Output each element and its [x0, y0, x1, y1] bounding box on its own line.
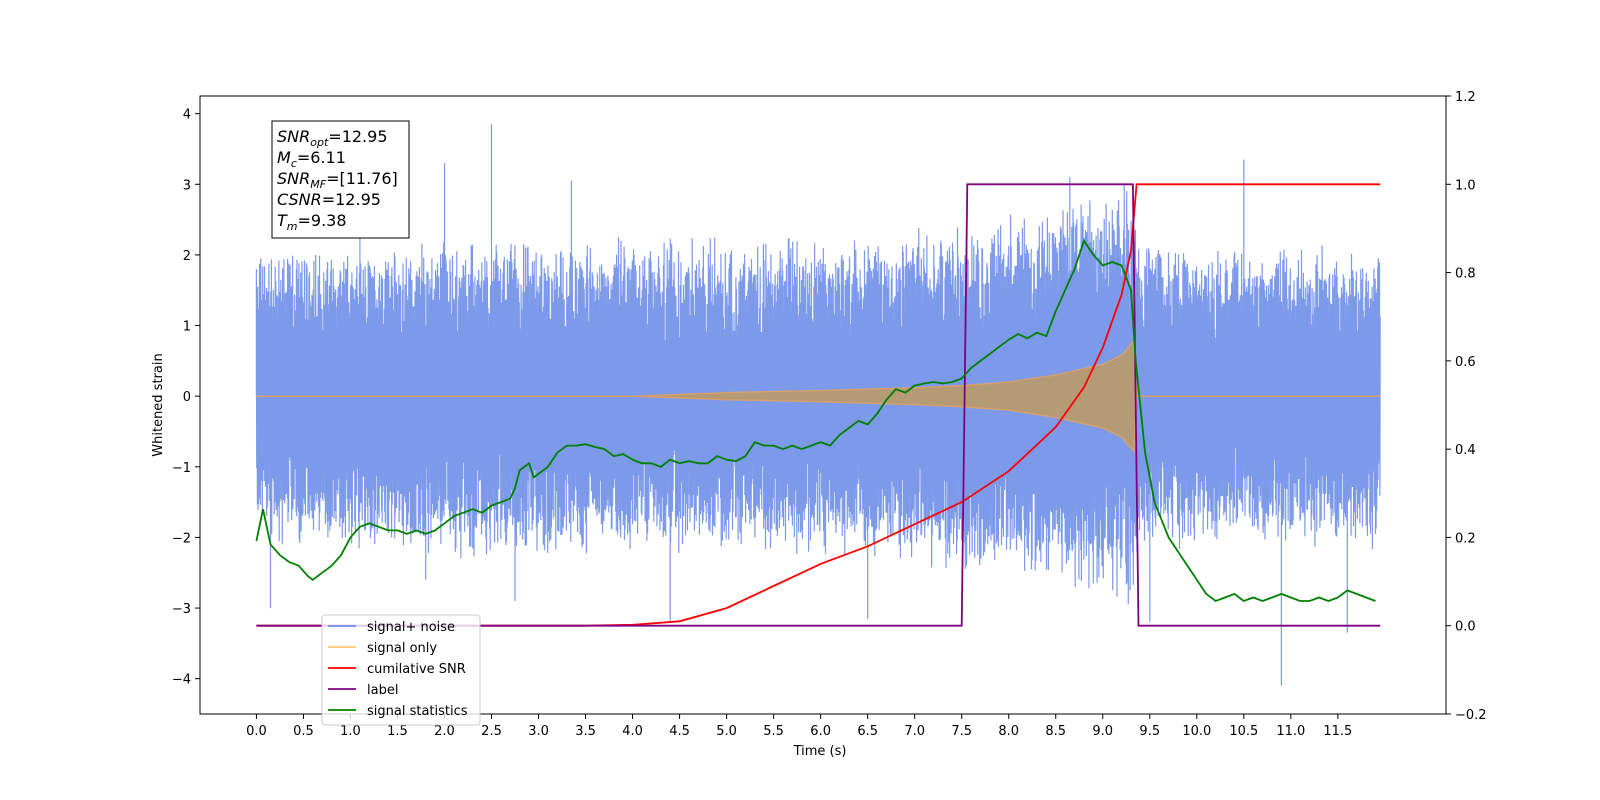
y-axis-left: 4 3 2 1 0 −1 −2 −3 −4 — [172, 108, 200, 688]
x-axis: 0.0 0.5 1.0 1.5 2.0 2.5 3.0 3.5 4.0 4.5 5.0 5.5 6.0 6… — [246, 714, 1352, 739]
series-cumulative-snr — [256, 183, 1381, 627]
x-tick-label: 9.0 — [1092, 724, 1113, 739]
x-tick-label: 10.5 — [1229, 724, 1258, 739]
y-axis-label: Whitened strain — [151, 353, 166, 456]
x-tick-label: 3.5 — [575, 724, 596, 739]
x-tick-label: 4.5 — [669, 724, 690, 739]
y-tick-label: −4 — [172, 673, 191, 688]
y2-tick-label: 0.6 — [1455, 355, 1476, 370]
annotation-frame — [271, 120, 410, 239]
x-tick-label: 5.0 — [716, 724, 737, 739]
annotation-line: Tm=9.38 — [277, 211, 347, 233]
x-tick-label: 9.5 — [1139, 724, 1160, 739]
y-tick-label: −1 — [172, 461, 191, 476]
series-signal-only — [256, 339, 1381, 454]
x-tick-label: 10.0 — [1182, 724, 1211, 739]
x-tick-label: 1.0 — [340, 724, 361, 739]
y2-tick-label: 0.2 — [1455, 531, 1476, 546]
y-tick-label: −3 — [172, 602, 191, 617]
x-tick-label: 7.5 — [951, 724, 972, 739]
series-label — [256, 183, 1381, 627]
y-tick-label: 4 — [183, 108, 191, 123]
x-tick-label: 2.0 — [434, 724, 455, 739]
legend-label: label — [367, 683, 398, 698]
annotation-box: SNRopt=12.95Mc=6.11SNRMF=[11.76]CSNR=12.… — [271, 120, 410, 239]
y-axis-right: 1.2 1.0 0.8 0.6 0.4 0.2 0.0 −0.2 — [1446, 90, 1487, 723]
x-tick-label: 8.0 — [998, 724, 1019, 739]
x-tick-label: 6.5 — [857, 724, 878, 739]
series-signal-statistics — [255, 238, 1376, 603]
y-tick-label: 3 — [183, 178, 191, 193]
y2-tick-label: 0.8 — [1455, 267, 1476, 282]
y-tick-label: −2 — [172, 531, 191, 546]
x-axis-label: Time (s) — [793, 744, 847, 759]
legend-label: signal statistics — [367, 704, 468, 719]
legend-label: signal only — [367, 641, 437, 656]
x-tick-label: 5.5 — [763, 724, 784, 739]
x-tick-label: 11.5 — [1323, 724, 1352, 739]
legend-label: signal+ noise — [367, 620, 455, 635]
legend-frame — [321, 614, 481, 726]
y-tick-label: 1 — [183, 320, 191, 335]
legend-label: cumilative SNR — [367, 662, 466, 677]
y2-tick-label: −0.2 — [1455, 708, 1487, 723]
x-tick-label: 11.0 — [1276, 724, 1305, 739]
y2-tick-label: 0.4 — [1455, 443, 1476, 458]
y2-tick-label: 0.0 — [1455, 620, 1476, 635]
x-tick-label: 0.5 — [293, 724, 314, 739]
series-signal-noise — [255, 124, 1381, 686]
annotation-line: Mc=6.11 — [277, 148, 346, 170]
x-tick-label: 8.5 — [1045, 724, 1066, 739]
x-tick-label: 1.5 — [387, 724, 408, 739]
y-tick-label: 0 — [183, 390, 191, 405]
y2-tick-label: 1.0 — [1455, 178, 1476, 193]
legend: signal+ noise signal only cumilative SNR la… — [321, 614, 481, 726]
x-tick-label: 7.0 — [904, 724, 925, 739]
x-tick-label: 2.5 — [481, 724, 502, 739]
x-tick-label: 3.0 — [528, 724, 549, 739]
x-tick-label: 0.0 — [246, 724, 267, 739]
data-layer — [255, 124, 1381, 686]
annotation-line: SNRopt=12.95 — [277, 127, 388, 149]
annotation-line: SNRMF=[11.76] — [277, 169, 398, 191]
x-tick-label: 6.0 — [810, 724, 831, 739]
x-tick-label: 4.0 — [622, 724, 643, 739]
y-tick-label: 2 — [183, 249, 191, 264]
y2-tick-label: 1.2 — [1455, 90, 1476, 105]
plot-frame — [199, 95, 1447, 715]
annotation-line: CSNR=12.95 — [277, 190, 381, 209]
